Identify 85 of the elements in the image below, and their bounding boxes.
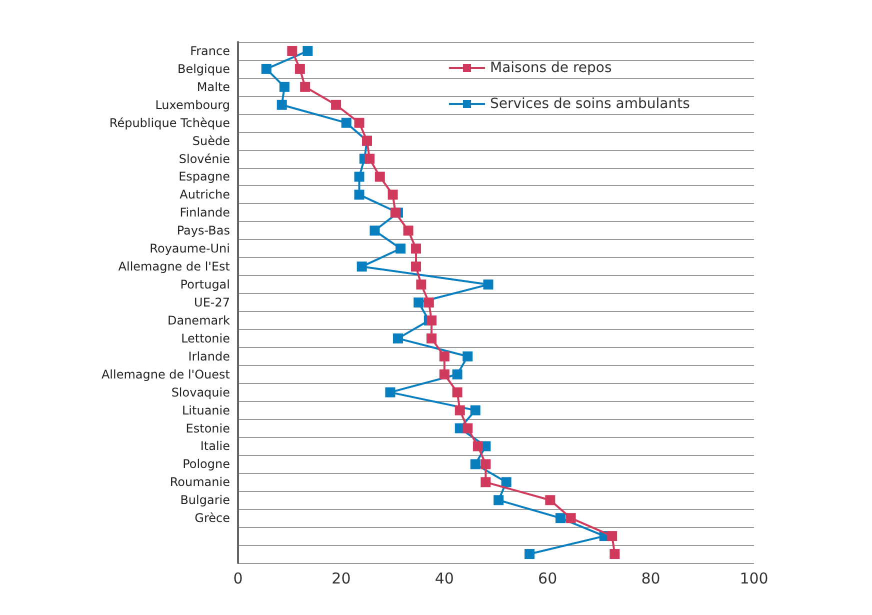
point	[411, 244, 422, 254]
y-tick-label: France	[190, 44, 230, 58]
x-tick-label: 100	[740, 570, 768, 588]
legend-label: Services de soins ambulants	[490, 96, 690, 112]
x-tick-label: 80	[641, 570, 660, 588]
point	[439, 351, 450, 362]
point	[261, 64, 272, 74]
point	[279, 82, 290, 92]
point	[354, 118, 364, 128]
point	[416, 280, 426, 290]
point	[462, 351, 473, 362]
y-tick-label: Pays-Bas	[176, 224, 230, 238]
point	[472, 441, 483, 452]
y-tick-label: Italie	[200, 439, 230, 454]
y-tick-label: Lettonie	[181, 331, 230, 346]
point	[374, 172, 385, 182]
y-tick-label: Allemagne de l'Est	[118, 260, 230, 274]
y-tick-label: Portugal	[180, 278, 230, 292]
y-tick-label: Grèce	[194, 511, 230, 526]
point	[470, 405, 480, 416]
y-tick-label: Espagne	[178, 170, 230, 184]
point	[470, 459, 480, 470]
point	[287, 46, 298, 56]
y-tick-label: Pologne	[182, 457, 230, 472]
point	[354, 190, 364, 200]
point	[414, 298, 424, 308]
point	[607, 531, 618, 542]
point	[341, 118, 352, 128]
y-tick-label: Slovaquie	[171, 385, 230, 400]
point	[354, 172, 364, 182]
point	[424, 298, 434, 308]
point	[426, 315, 436, 326]
point	[454, 405, 465, 416]
y-tick-label: Bulgarie	[180, 493, 230, 508]
point	[356, 262, 367, 272]
y-tick-label: Royaume-Uni	[150, 242, 230, 256]
y-tick-label: Belgique	[177, 62, 230, 76]
point	[364, 154, 375, 164]
point	[452, 369, 462, 380]
point	[524, 549, 535, 560]
point	[276, 100, 287, 110]
point	[403, 226, 414, 236]
point	[494, 495, 504, 506]
point	[370, 226, 380, 236]
point	[396, 244, 406, 254]
y-tick-label: Irlande	[188, 349, 230, 364]
x-tick-label: 60	[538, 570, 558, 588]
x-tick-label: 0	[233, 570, 243, 588]
point	[411, 262, 422, 272]
point	[480, 477, 491, 488]
y-tick-label: Allemagne de l'Ouest	[101, 367, 230, 382]
y-tick-label: Slovénie	[178, 152, 230, 166]
point	[452, 387, 462, 398]
y-tick-label: Danemark	[167, 313, 230, 328]
point	[483, 280, 494, 290]
y-tick-label: UE-27	[194, 296, 230, 310]
point	[439, 369, 450, 380]
legend-label: Maisons de repos	[490, 60, 612, 76]
point	[388, 190, 398, 200]
point	[501, 477, 512, 488]
y-tick-label: Estonie	[186, 421, 230, 436]
point	[300, 82, 310, 92]
x-tick-label: 40	[434, 570, 454, 588]
point	[462, 423, 473, 434]
y-tick-label: Suède	[192, 134, 230, 148]
point	[566, 513, 576, 524]
point	[556, 513, 566, 524]
y-tick-label: Malte	[196, 80, 230, 94]
y-tick-label: République Tchèque	[109, 116, 230, 130]
point	[610, 549, 620, 560]
y-tick-label: Luxembourg	[155, 98, 230, 112]
x-tick-label: 20	[332, 570, 351, 588]
point	[390, 208, 400, 218]
y-tick-label: Roumanie	[170, 475, 230, 490]
point	[426, 333, 436, 344]
point	[294, 64, 305, 74]
y-tick-label: Autriche	[180, 188, 230, 202]
point	[385, 387, 396, 398]
y-tick-label: Finlande	[180, 206, 230, 220]
y-tick-label: Lituanie	[182, 403, 230, 418]
point	[545, 495, 556, 506]
point	[392, 333, 403, 344]
point	[302, 46, 313, 56]
point	[331, 100, 342, 110]
point	[480, 459, 491, 470]
